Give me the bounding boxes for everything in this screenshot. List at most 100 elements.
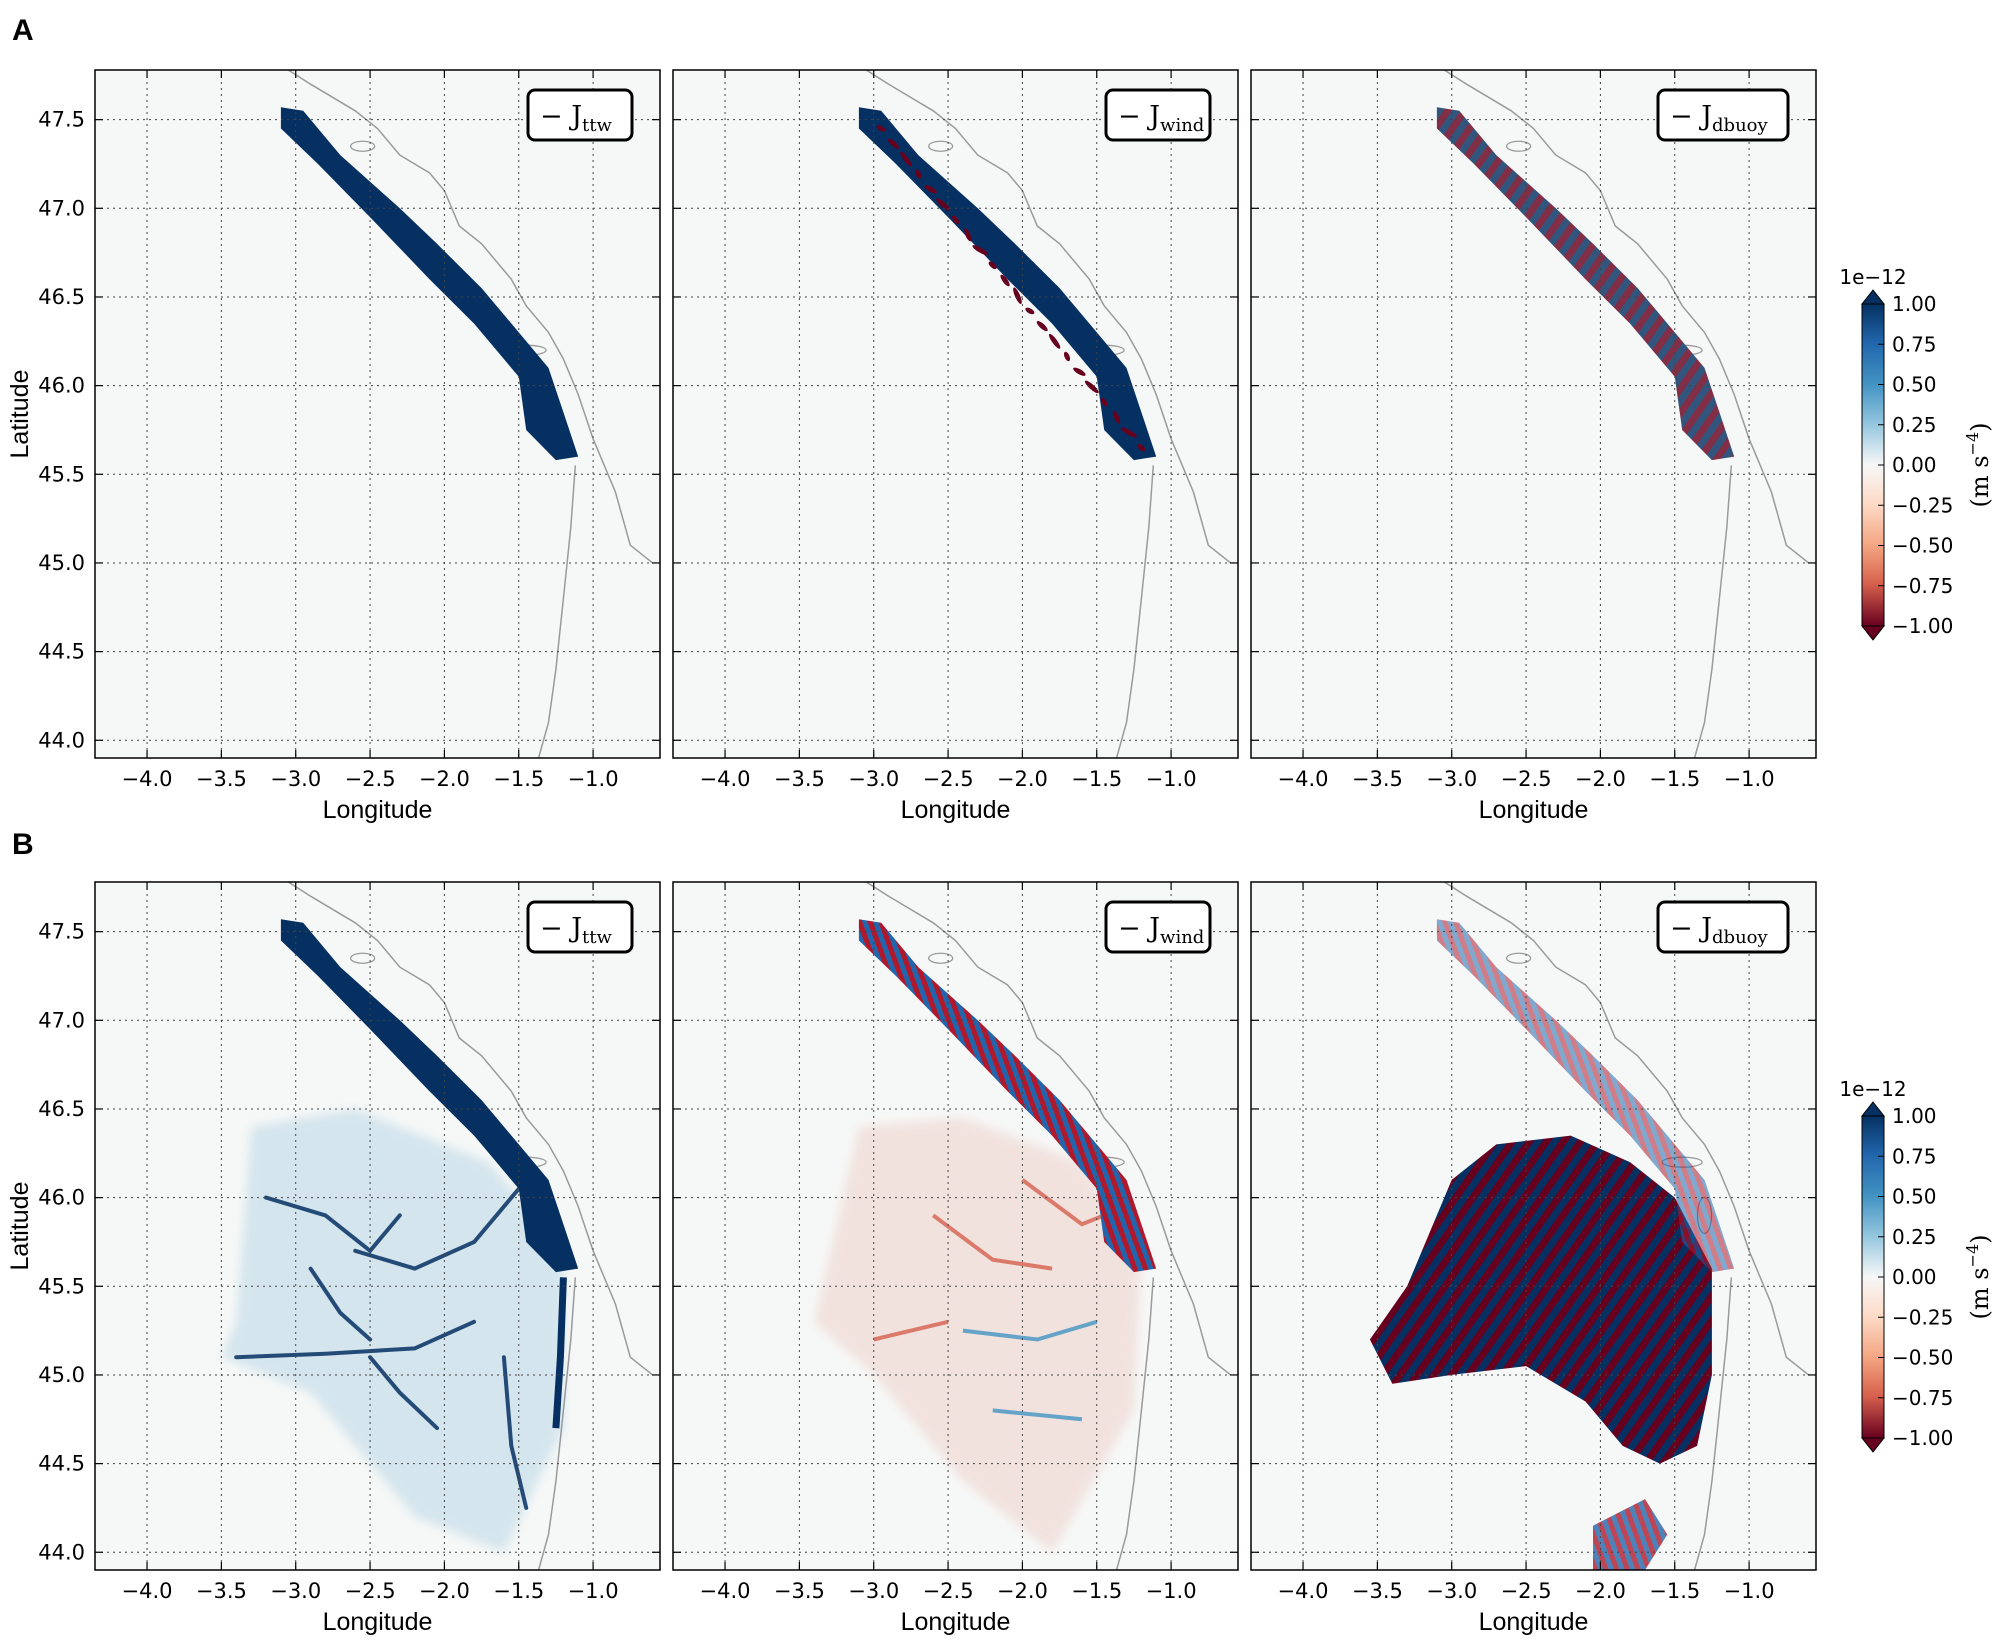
grid [1251,882,1816,1570]
coastline-south [537,465,577,758]
legend-label: − Jttw [540,101,612,136]
grid [1251,70,1816,758]
legend-box [1656,88,1790,142]
coastal-band-positive [280,919,579,1273]
x-tick-label: −1.5 [1649,767,1700,791]
colorbar-label-exponent: −4 [1963,1244,1982,1268]
colorbar-tick-label: −1.00 [1892,1426,1953,1450]
positive-filament [501,1355,529,1510]
x-tick-label: −2.5 [345,767,396,791]
colorbar-tick-label: 0.00 [1892,1265,1937,1289]
coastline-south [1693,465,1733,758]
x-tick-label: −2.5 [923,767,974,791]
data-field [1436,70,1810,758]
colorbar-tick-label: −0.75 [1892,574,1953,598]
coastline [1443,882,1810,1376]
x-tick-label: −1.0 [1146,767,1197,791]
data-field [280,70,654,758]
colorbar-label-close: ) [1966,1234,1994,1243]
y-tick-label: 44.5 [38,1452,85,1476]
x-tick-label: −2.5 [345,1579,396,1603]
x-tick-label: −4.0 [122,1579,173,1603]
y-tick-label: 46.0 [38,374,85,398]
x-tick-label: −3.5 [196,1579,247,1603]
colorbar-tick-label: 0.25 [1892,1225,1937,1249]
coastal-strip-positive [552,1277,567,1429]
y-tick-label: 45.0 [38,551,85,575]
data-field [1369,882,1810,1570]
map-panel-a3: −4.0 −3.5 −3.0 −2.5 −2.0 −1.5 −1.0 Longitude − J… [1250,69,1817,824]
panel-letter-a: A [12,14,34,47]
negative-streak [1036,321,1048,332]
island [349,952,376,964]
coastline-south [1115,465,1155,758]
axes-frame [94,881,661,1571]
colorbar-extend-min [1860,1437,1886,1453]
panels: −4.0 −3.5 −3.0 −2.5 −2.0 −1.5 −1.0 Longitude 44.… [6,69,1817,1636]
island [1505,952,1532,964]
map-background [673,70,1238,758]
y-axis-label: Latitude [6,1182,34,1271]
legend: − Jdbuoy [1656,88,1790,142]
coastal-band-mixed [1436,107,1735,461]
legend-box [1656,900,1790,954]
negative-streak [1025,307,1035,315]
negative-streak [988,261,997,270]
coastline-south [1693,1277,1733,1570]
x-tick-label: −4.0 [1278,767,1329,791]
legend-label: − Jwind [1118,101,1204,136]
colorbar-b: 1.00 0.75 0.50 0.25 0.00 −0.25 −0.50 −0.75 −1.00… [1839,1077,1994,1453]
x-axis-label: Longitude [1479,1608,1589,1636]
negative-streak [1112,410,1121,424]
legend-box [526,88,634,142]
legend-box [1104,900,1212,954]
x-tick-label: −1.5 [1071,767,1122,791]
negative-streak [1000,274,1010,287]
x-tick-label: −2.0 [1575,1579,1626,1603]
grid [673,882,1238,1570]
colorbar-extend-max [1860,289,1886,305]
y-tick-label: 45.5 [38,1274,85,1298]
x-tick-label: −1.5 [1649,1579,1700,1603]
y-axis-label: Latitude [6,370,34,459]
x-tick-label: −2.0 [997,1579,1048,1603]
y-tick-label: 45.0 [38,1363,85,1387]
legend-subscript: wind [1160,115,1204,136]
y-tick-label: 47.0 [38,196,85,220]
negative-streak [1048,333,1061,349]
negative-streak [915,169,922,179]
legend-subscript: dbuoy [1712,115,1768,136]
axes-frame [94,69,661,759]
coastline-south [537,1277,577,1570]
map-background [1251,70,1816,758]
negative-streak [876,125,886,132]
island [1505,140,1532,152]
x-tick-label: −4.0 [122,767,173,791]
x-tick-label: −1.0 [1146,1579,1197,1603]
x-tick-label: −3.0 [848,1579,899,1603]
grid [673,70,1238,758]
y-tick-label: 44.0 [38,1540,85,1564]
y-tick-label: 47.0 [38,1008,85,1032]
negative-streak [1100,397,1108,407]
legend-box [1104,88,1212,142]
x-tick-label: −3.0 [270,1579,321,1603]
x-tick-label: −2.0 [419,1579,470,1603]
positive-filament [308,1266,373,1342]
map-panel-a2: −4.0 −3.5 −3.0 −2.5 −2.0 −1.5 −1.0 Longitude − J… [672,69,1239,824]
x-tick-label: −1.5 [493,767,544,791]
legend: − Jwind [1104,900,1212,954]
x-axis-label: Longitude [1479,796,1589,824]
x-axis-label: Longitude [323,796,433,824]
y-tick-label: 44.0 [38,728,85,752]
negative-streak [1084,380,1099,394]
x-tick-label: −2.0 [997,767,1048,791]
data-field [814,882,1232,1570]
positive-filament [368,1355,439,1431]
grid [95,882,660,1570]
colorbar-exponent: 1e−12 [1839,265,1906,289]
x-tick-label: −3.5 [1352,767,1403,791]
x-tick-label: −3.0 [270,767,321,791]
positive-filament [992,1408,1083,1422]
coastline [865,70,1232,564]
